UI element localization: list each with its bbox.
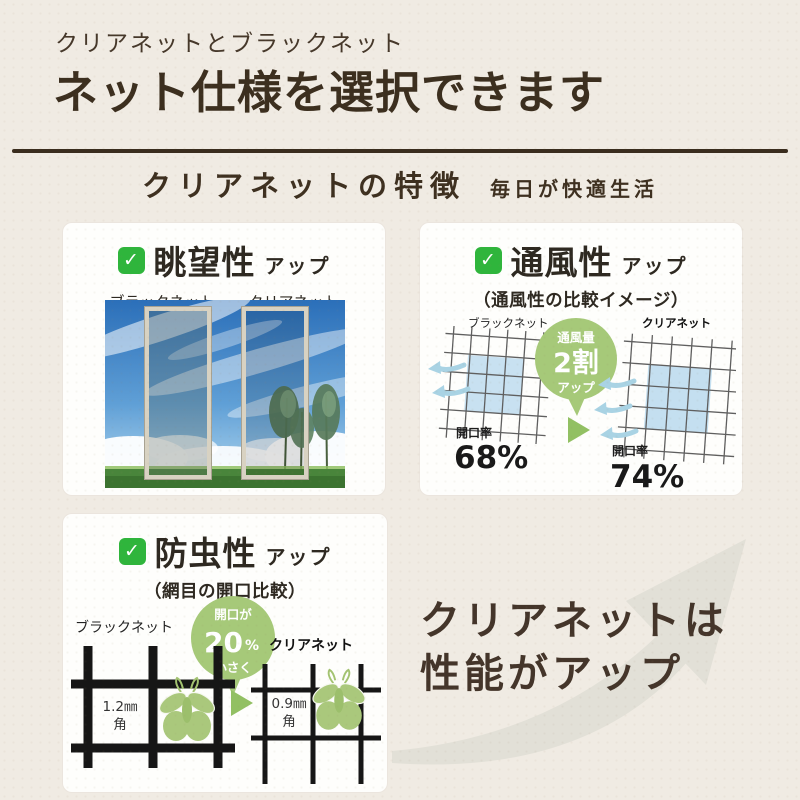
- badge-pct: %: [245, 638, 259, 654]
- wind-arrow-icon: [594, 402, 633, 415]
- badge-top: 通風量: [557, 330, 595, 345]
- header-subtitle: クリアネットとブラックネット: [55, 31, 405, 57]
- badge-bottom: 小さく: [213, 660, 252, 675]
- black-net-mesh-unit: 角: [113, 717, 127, 733]
- section-heading: クリアネットの特徴 毎日が快適生活: [0, 163, 800, 205]
- card-visibility-suffix: アップ: [264, 254, 331, 278]
- clear-net-mesh-unit: 角: [282, 714, 296, 730]
- footer-message: クリアネットは 性能がアップ: [420, 595, 728, 701]
- mesh-opening-diagram: 開口が 20 % 小さく ブラックネット 1.2㎜ 角 クリアネット: [71, 596, 381, 784]
- card-ventilation: ✓ 通風性 アップ （通風性の比較イメージ） ブラックネット クリアネット: [420, 223, 742, 495]
- card-visibility-title: 眺望性: [153, 243, 256, 282]
- right-rate-value: 74%: [610, 459, 684, 493]
- card-ventilation-suffix: アップ: [621, 254, 688, 278]
- black-net-mesh: [438, 325, 553, 445]
- footer-line-2: 性能がアップ: [420, 650, 684, 697]
- wind-arrow-icon: [432, 385, 471, 398]
- divider-line: [12, 149, 788, 153]
- black-net-mesh-size: 1.2㎜: [103, 699, 138, 715]
- cloud-streaks: [105, 300, 345, 418]
- window-view-photo: [105, 300, 345, 488]
- arrow-right-icon: [568, 417, 590, 443]
- card-insect-suffix: アップ: [265, 545, 332, 569]
- section-tagline: 毎日が快適生活: [490, 177, 658, 201]
- black-net-frame: [144, 306, 212, 480]
- footer-line-1: クリアネットは: [420, 598, 728, 644]
- black-net-label: ブラックネット: [468, 316, 549, 330]
- card-visibility-head: ✓ 眺望性 アップ: [63, 223, 385, 284]
- badge-bottom: アップ: [557, 380, 595, 395]
- airflow-badge: 通風量 2割 アップ: [535, 318, 617, 416]
- page-title: ネット仕様を選択できます: [53, 66, 606, 119]
- wind-arrow-icon: [600, 427, 639, 440]
- black-net-grid: [71, 646, 235, 768]
- left-rate-value: 68%: [454, 440, 528, 476]
- clear-net-mesh: [616, 333, 736, 465]
- ventilation-diagram: ブラックネット クリアネット: [428, 316, 736, 493]
- black-net-label: ブラックネット: [75, 619, 173, 636]
- card-insect-head: ✓ 防虫性 アップ: [63, 514, 387, 575]
- wind-arrow-icon: [598, 377, 637, 390]
- ventilation-caption: （通風性の比較イメージ）: [473, 291, 689, 311]
- left-rate-label: 開口率: [456, 425, 492, 440]
- clear-net-mesh-size: 0.9㎜: [272, 696, 307, 712]
- card-ventilation-head: ✓ 通風性 アップ: [420, 223, 742, 284]
- clear-net-label: クリアネット: [642, 316, 711, 330]
- wind-arrow-icon: [428, 361, 467, 374]
- check-icon: ✓: [117, 246, 145, 274]
- section-title: クリアネットの特徴: [141, 169, 466, 203]
- card-ventilation-title: 通風性: [510, 243, 613, 282]
- card-visibility: ✓ 眺望性 アップ ブラックネット クリアネット: [63, 223, 385, 495]
- clear-net-frame: [241, 306, 309, 480]
- arrow-right-icon: [231, 690, 253, 716]
- clear-net-grid: [251, 664, 381, 784]
- check-icon: ✓: [474, 246, 502, 274]
- card-insect-title: 防虫性: [154, 534, 257, 573]
- growth-arrow-icon: [392, 539, 746, 765]
- clear-net-label: クリアネット: [269, 638, 353, 654]
- insect-caption: （網目の開口比較）: [144, 582, 306, 602]
- badge-top: 開口が: [214, 607, 252, 622]
- right-rate-label: 開口率: [612, 443, 648, 458]
- check-icon: ✓: [118, 537, 146, 565]
- badge-num: 20: [204, 626, 243, 659]
- badge-main: 2割: [553, 347, 599, 379]
- card-insect-proof: ✓ 防虫性 アップ （網目の開口比較） 開口が: [63, 514, 387, 792]
- opening-badge: 開口が 20 % 小さく: [191, 596, 275, 696]
